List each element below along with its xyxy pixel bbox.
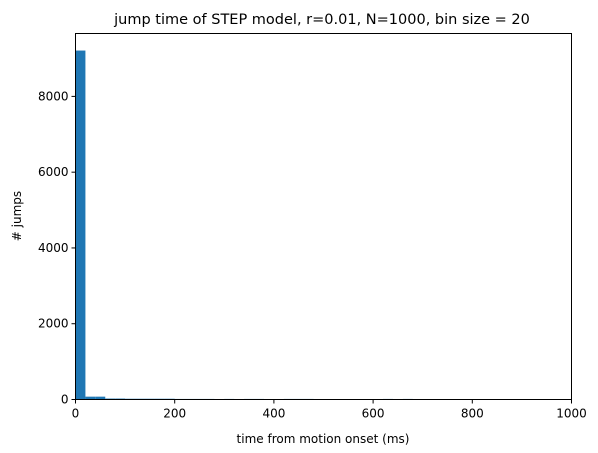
x-tick-label-0: 0 [72, 407, 80, 421]
y-tick-label-4: 8000 [38, 89, 69, 103]
y-tick-label-2: 4000 [38, 241, 69, 255]
x-tick-label-4: 800 [461, 407, 484, 421]
y-axis-ticks: 0 2000 4000 6000 8000 [38, 89, 76, 407]
x-axis-ticks: 0 200 400 600 800 1000 [72, 399, 587, 421]
chart-title: jump time of STEP model, r=0.01, N=1000,… [113, 12, 530, 28]
x-tick-label-1: 200 [163, 407, 186, 421]
histogram-bar-2 [95, 396, 106, 400]
bars-group [75, 50, 413, 400]
x-tick-label-3: 600 [362, 407, 385, 421]
y-tick-label-0: 0 [61, 393, 69, 407]
y-tick-label-3: 6000 [38, 165, 69, 179]
x-tick-label-5: 1000 [556, 407, 587, 421]
x-axis-label: time from motion onset (ms) [237, 432, 410, 446]
histogram-bar-1 [85, 396, 96, 400]
histogram-bar-0 [75, 50, 86, 400]
plot-frame [75, 33, 572, 400]
y-tick-label-1: 2000 [38, 317, 69, 331]
y-axis-label: # jumps [10, 191, 24, 241]
x-tick-label-2: 400 [262, 407, 285, 421]
